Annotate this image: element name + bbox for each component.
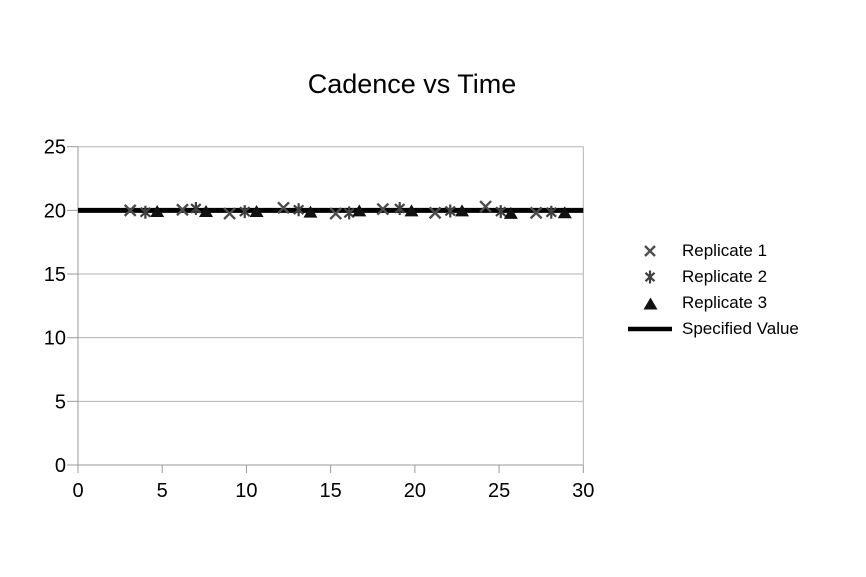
data-point-asterisk [190, 201, 202, 215]
data-point-x [277, 201, 290, 215]
data-point-triangle [557, 206, 572, 219]
data-point-x [376, 202, 390, 216]
legend-item-specified-value: Specified Value [628, 316, 799, 342]
data-point-triangle [352, 204, 367, 217]
data-point-triangle [303, 205, 318, 218]
xtick-label-30: 30 [572, 480, 594, 502]
x-marker-glyph [644, 245, 656, 257]
legend-label-replicate-1: Replicate 1 [682, 241, 768, 260]
ytick-label-25: 25 [44, 137, 66, 159]
x-marker-icon [628, 244, 672, 258]
data-point-x [176, 203, 189, 217]
xtick-label-15: 15 [320, 480, 342, 502]
legend-item-replicate-2: Replicate 2 [628, 264, 799, 290]
chart-title: Cadence vs Time [307, 69, 517, 99]
data-point-x [479, 200, 492, 213]
xtick-label-20: 20 [404, 480, 426, 502]
data-point-triangle [455, 204, 470, 217]
ytick-label-10: 10 [44, 328, 66, 350]
data-point-triangle [199, 204, 214, 217]
legend-label-replicate-2: Replicate 2 [682, 267, 768, 286]
ytick-label-0: 0 [55, 455, 66, 477]
data-point-x [428, 206, 442, 220]
data-point-x [529, 206, 543, 220]
triangle-marker-icon [628, 297, 672, 310]
data-point-triangle [249, 204, 264, 217]
xtick-label-25: 25 [488, 480, 510, 502]
legend-item-replicate-1: Replicate 1 [628, 238, 799, 264]
data-point-asterisk [545, 205, 557, 219]
triangle-marker-glyph [643, 297, 657, 309]
data-point-x [123, 204, 137, 217]
data-point-triangle [150, 204, 165, 217]
data-point-asterisk [139, 205, 151, 219]
line-swatch-icon [628, 326, 672, 332]
data-point-x [223, 207, 236, 220]
data-point-asterisk [495, 205, 507, 219]
ytick-label-20: 20 [44, 200, 66, 222]
data-point-triangle [404, 204, 419, 217]
asterisk-marker-glyph [644, 270, 656, 284]
xtick-label-5: 5 [157, 480, 168, 502]
legend: Replicate 1 Replicate 2 Replicate 3 [628, 238, 799, 342]
data-point-asterisk [444, 204, 456, 218]
legend-label-replicate-3: Replicate 3 [682, 293, 768, 312]
data-point-asterisk [394, 201, 406, 215]
data-point-asterisk [293, 203, 305, 217]
legend-label-specified-value: Specified Value [682, 319, 799, 338]
legend-item-replicate-3: Replicate 3 [628, 290, 799, 316]
xtick-label-10: 10 [235, 480, 257, 502]
ytick-label-5: 5 [55, 391, 66, 413]
data-point-triangle [503, 206, 518, 219]
data-point-asterisk [239, 205, 251, 219]
ytick-label-15: 15 [44, 264, 66, 286]
xtick-label-0: 0 [72, 480, 83, 502]
data-point-x [329, 207, 343, 220]
asterisk-marker-icon [628, 269, 672, 285]
data-point-asterisk [343, 206, 355, 220]
